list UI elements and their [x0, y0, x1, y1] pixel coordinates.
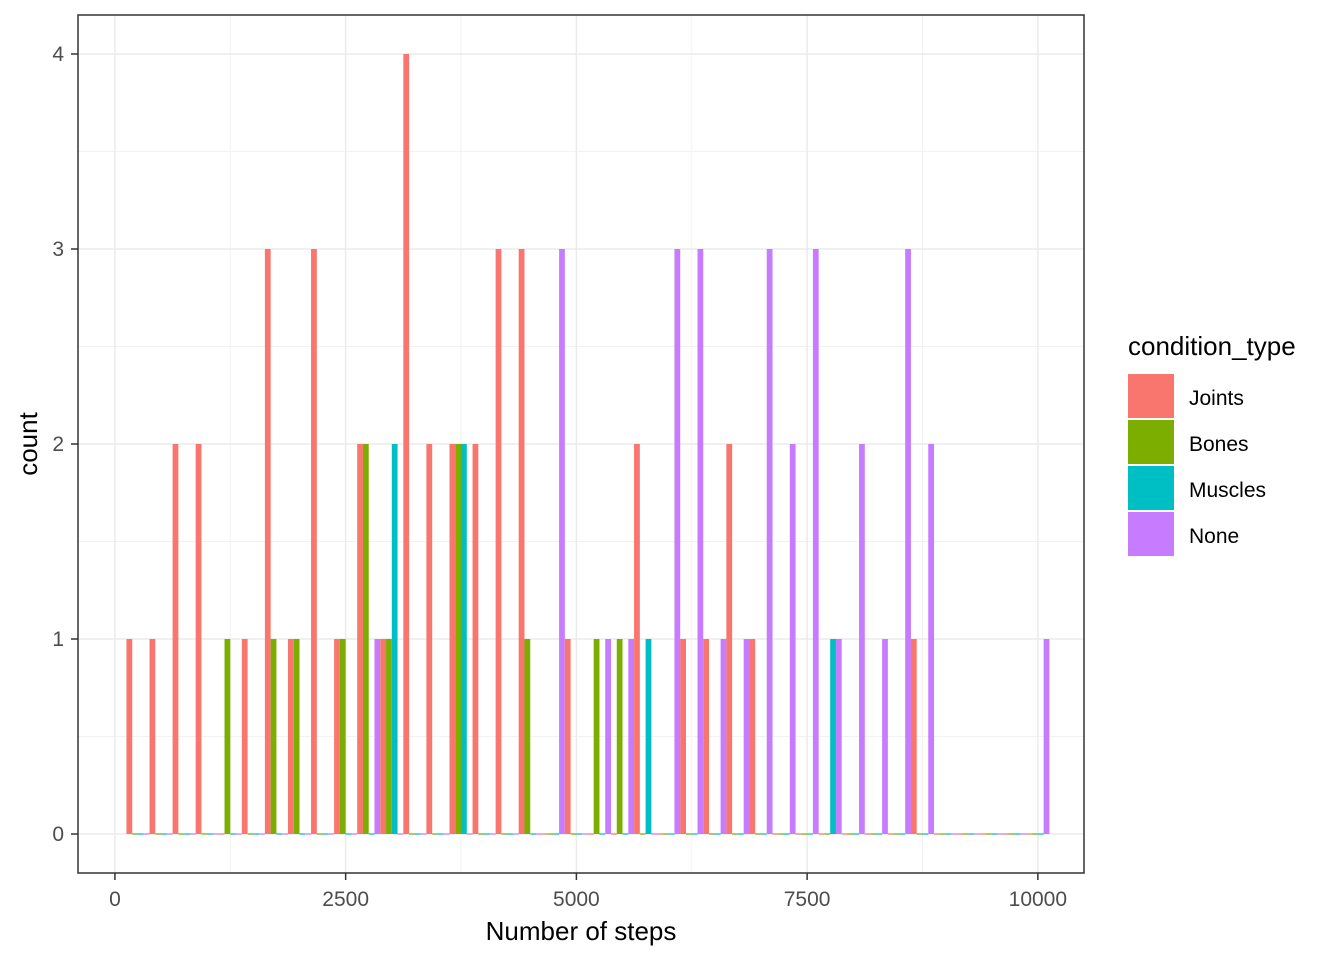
- bar-joints: [726, 444, 733, 834]
- bar-joints: [126, 639, 133, 834]
- bar-joints: [403, 54, 410, 834]
- bar-joints: [195, 444, 202, 834]
- bar-joints: [172, 444, 179, 834]
- bar-none: [835, 639, 842, 834]
- bar-none: [928, 444, 935, 834]
- legend-swatch-bones: [1128, 420, 1174, 464]
- bar-none: [859, 444, 865, 834]
- bar-joints: [449, 444, 456, 834]
- x-axis-title: Number of steps: [486, 916, 677, 946]
- bar-joints: [634, 444, 640, 834]
- bar-joints: [495, 249, 502, 834]
- bar-joints: [564, 639, 571, 834]
- bar-joints: [357, 444, 363, 834]
- bar-muscles: [391, 444, 398, 834]
- y-tick-label: 3: [52, 238, 64, 261]
- bar-none: [812, 249, 819, 834]
- bar-none: [697, 249, 704, 834]
- bar-bones: [616, 639, 623, 834]
- legend-title: condition_type: [1128, 331, 1296, 361]
- x-tick-label: 5000: [553, 888, 600, 911]
- bars-layer: [126, 54, 1050, 835]
- y-tick-label: 4: [52, 43, 64, 66]
- bar-none: [374, 639, 381, 834]
- bar-joints: [749, 639, 756, 834]
- y-tick-label: 2: [52, 433, 64, 456]
- x-axis: 0 2500 5000 7500 10000: [109, 873, 1067, 911]
- legend-label-joints: Joints: [1189, 387, 1244, 410]
- bar-none: [743, 639, 750, 834]
- legend: condition_type Joints Bones Muscles None: [1128, 331, 1296, 556]
- bar-none: [559, 249, 565, 834]
- bar-bones: [339, 639, 346, 834]
- x-tick-label: 2500: [322, 888, 369, 911]
- bar-none: [882, 639, 888, 834]
- x-tick-label: 10000: [1009, 888, 1067, 911]
- legend-label-muscles: Muscles: [1189, 479, 1266, 502]
- bar-joints: [380, 639, 387, 834]
- bar-bones: [386, 639, 392, 834]
- bar-joints: [264, 249, 271, 834]
- y-tick-label: 0: [52, 823, 64, 846]
- legend-items: Joints Bones Muscles None: [1128, 374, 1266, 556]
- bar-bones: [362, 444, 369, 834]
- y-tick-label: 1: [52, 628, 64, 651]
- bar-muscles: [645, 639, 652, 834]
- bar-none: [628, 639, 635, 834]
- x-tick-label: 7500: [784, 888, 831, 911]
- bar-muscles: [830, 639, 836, 834]
- bar-joints: [287, 639, 294, 834]
- bar-none: [766, 249, 773, 834]
- bar-muscles: [461, 444, 467, 834]
- legend-swatch-joints: [1128, 374, 1174, 418]
- bar-bones: [524, 639, 531, 834]
- bar-joints: [311, 249, 317, 834]
- bar-joints: [149, 639, 156, 834]
- bar-joints: [241, 639, 248, 834]
- legend-swatch-muscles: [1128, 466, 1174, 510]
- y-axis: 0 1 2 3 4: [52, 43, 78, 846]
- bar-bones: [270, 639, 277, 834]
- legend-label-bones: Bones: [1189, 433, 1249, 456]
- legend-swatch-none: [1128, 512, 1174, 556]
- bar-none: [674, 249, 681, 834]
- bar-none: [905, 249, 911, 834]
- bar-bones: [293, 639, 300, 834]
- legend-label-none: None: [1189, 525, 1239, 548]
- bar-bones: [455, 444, 462, 834]
- bar-bones: [593, 639, 600, 834]
- bar-none: [1043, 639, 1050, 834]
- bar-joints: [910, 639, 917, 834]
- bar-joints: [426, 444, 433, 834]
- y-axis-title: count: [13, 411, 43, 475]
- x-tick-label: 0: [109, 888, 121, 911]
- bar-bones: [224, 639, 231, 834]
- bar-none: [720, 639, 727, 834]
- bar-joints: [680, 639, 686, 834]
- bar-joints: [334, 639, 340, 834]
- bar-joints: [518, 249, 525, 834]
- bar-joints: [703, 639, 710, 834]
- bar-none: [789, 444, 796, 834]
- bar-joints: [472, 444, 479, 834]
- bar-none: [605, 639, 611, 834]
- plot-panel: [77, 14, 1085, 874]
